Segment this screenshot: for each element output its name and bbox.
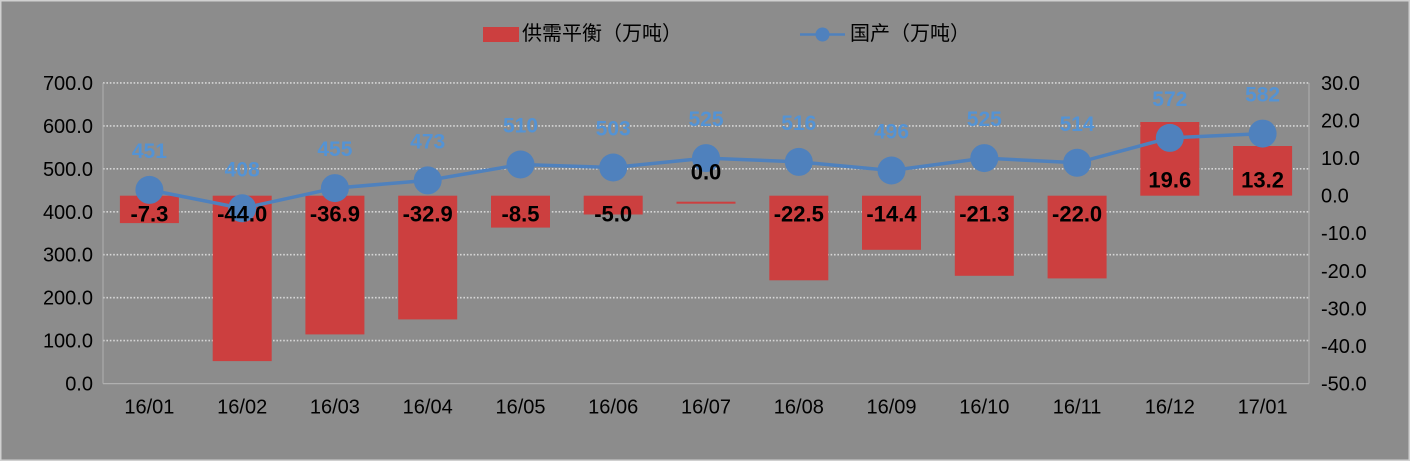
- svg-text:0.0: 0.0: [691, 160, 722, 185]
- svg-text:-10.0: -10.0: [1321, 223, 1367, 245]
- svg-text:-8.5: -8.5: [502, 202, 540, 227]
- svg-text:-40.0: -40.0: [1321, 336, 1367, 358]
- svg-text:525: 525: [688, 108, 723, 131]
- svg-text:30.0: 30.0: [1321, 73, 1360, 95]
- svg-text:20.0: 20.0: [1321, 111, 1360, 133]
- svg-text:516: 516: [781, 112, 816, 135]
- svg-text:-32.9: -32.9: [403, 202, 453, 227]
- svg-text:-36.9: -36.9: [310, 202, 360, 227]
- svg-text:500.0: 500.0: [43, 159, 93, 181]
- svg-text:16/12: 16/12: [1145, 397, 1195, 419]
- svg-text:408: 408: [225, 158, 260, 181]
- svg-text:-50.0: -50.0: [1321, 374, 1367, 396]
- svg-text:572: 572: [1152, 88, 1187, 111]
- svg-text:0.0: 0.0: [1321, 186, 1349, 208]
- svg-text:300.0: 300.0: [43, 245, 93, 267]
- svg-text:-21.3: -21.3: [959, 202, 1009, 227]
- svg-text:16/02: 16/02: [217, 397, 267, 419]
- svg-text:-20.0: -20.0: [1321, 261, 1367, 283]
- svg-text:16/09: 16/09: [866, 397, 916, 419]
- svg-text:473: 473: [410, 130, 445, 153]
- svg-text:16/10: 16/10: [959, 397, 1009, 419]
- svg-text:19.6: 19.6: [1148, 168, 1191, 193]
- svg-text:525: 525: [967, 108, 1002, 131]
- svg-text:16/01: 16/01: [124, 397, 174, 419]
- svg-text:10.0: 10.0: [1321, 148, 1360, 170]
- svg-text:-22.0: -22.0: [1052, 202, 1102, 227]
- svg-text:16/08: 16/08: [774, 397, 824, 419]
- svg-text:496: 496: [874, 121, 909, 144]
- svg-text:514: 514: [1060, 113, 1095, 136]
- svg-text:16/05: 16/05: [495, 397, 545, 419]
- svg-text:13.2: 13.2: [1241, 168, 1284, 193]
- svg-text:200.0: 200.0: [43, 288, 93, 310]
- svg-text:16/03: 16/03: [310, 397, 360, 419]
- svg-text:455: 455: [317, 138, 352, 161]
- svg-text:-7.3: -7.3: [130, 202, 168, 227]
- svg-text:582: 582: [1245, 84, 1280, 107]
- svg-text:0.0: 0.0: [65, 374, 93, 396]
- svg-text:16/04: 16/04: [403, 397, 453, 419]
- svg-text:16/06: 16/06: [588, 397, 638, 419]
- svg-text:-22.5: -22.5: [774, 202, 824, 227]
- svg-text:-44.0: -44.0: [217, 202, 267, 227]
- svg-text:-5.0: -5.0: [594, 202, 632, 227]
- svg-text:16/11: 16/11: [1053, 397, 1102, 419]
- svg-text:-30.0: -30.0: [1321, 298, 1367, 320]
- svg-text:510: 510: [503, 115, 538, 138]
- svg-text:100.0: 100.0: [43, 331, 93, 353]
- svg-text:17/01: 17/01: [1238, 397, 1288, 419]
- svg-text:451: 451: [132, 140, 167, 163]
- svg-text:503: 503: [596, 118, 631, 141]
- svg-text:供需平衡（万吨）: 供需平衡（万吨）: [522, 22, 682, 45]
- svg-text:400.0: 400.0: [43, 202, 93, 224]
- svg-text:国产（万吨）: 国产（万吨）: [850, 22, 970, 45]
- svg-text:-14.4: -14.4: [866, 202, 917, 227]
- svg-text:16/07: 16/07: [681, 397, 731, 419]
- svg-text:700.0: 700.0: [43, 73, 93, 95]
- svg-text:600.0: 600.0: [43, 116, 93, 138]
